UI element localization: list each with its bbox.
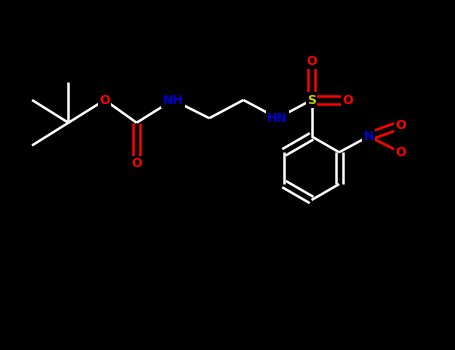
Text: HN: HN bbox=[267, 112, 288, 125]
Text: O: O bbox=[395, 119, 406, 132]
Text: O: O bbox=[395, 146, 406, 159]
Text: NH: NH bbox=[162, 93, 183, 106]
Text: O: O bbox=[306, 55, 317, 68]
Text: N: N bbox=[364, 130, 374, 143]
Text: O: O bbox=[131, 157, 142, 170]
Text: S: S bbox=[307, 93, 316, 106]
Text: O: O bbox=[343, 93, 353, 106]
Text: O: O bbox=[100, 93, 110, 106]
